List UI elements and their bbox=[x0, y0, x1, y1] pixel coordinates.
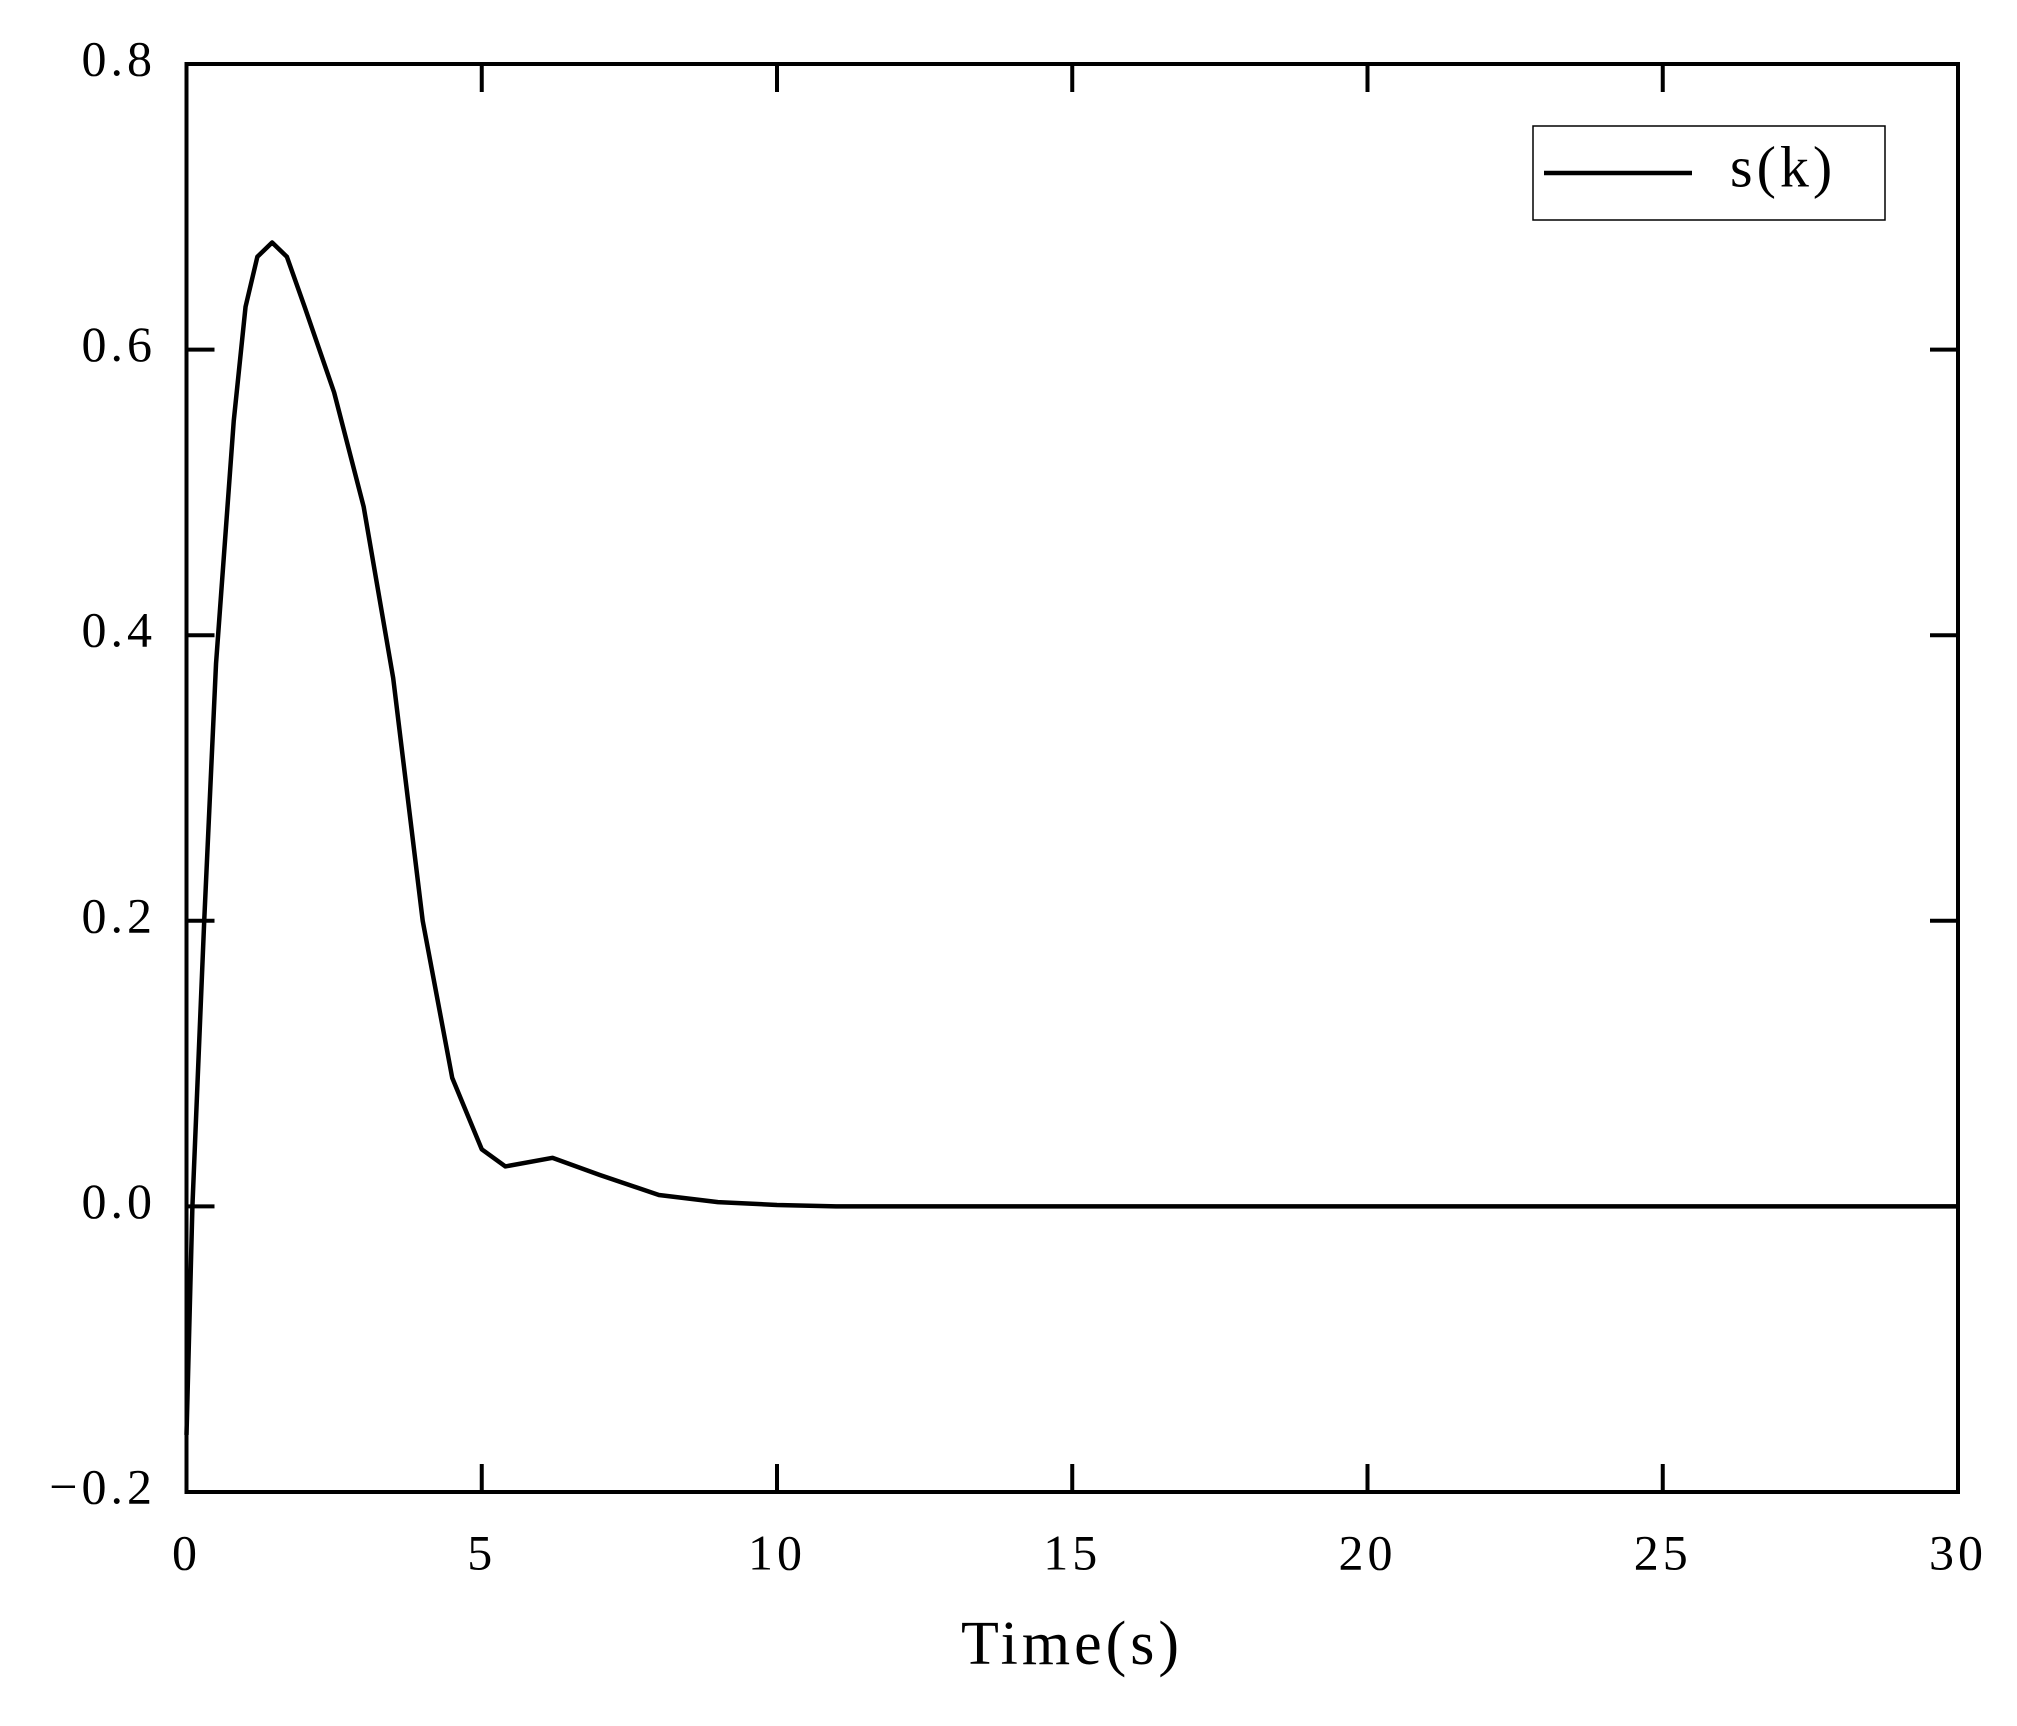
y-tick-label: 0.0 bbox=[82, 1173, 157, 1229]
x-axis-label: Time(s) bbox=[961, 1610, 1183, 1678]
x-tick-label: 20 bbox=[1339, 1524, 1397, 1580]
x-tick-label: 5 bbox=[467, 1524, 496, 1580]
y-tick-label: 0.6 bbox=[82, 316, 157, 372]
y-tick-label: 0.4 bbox=[82, 602, 157, 658]
legend-label: s(k) bbox=[1730, 134, 1836, 199]
x-tick-label: 0 bbox=[172, 1524, 201, 1580]
x-tick-label: 15 bbox=[1043, 1524, 1101, 1580]
x-tick-label: 30 bbox=[1929, 1524, 1987, 1580]
x-tick-label: 25 bbox=[1634, 1524, 1692, 1580]
plot-frame bbox=[184, 62, 1960, 1494]
y-tick-label: −0.2 bbox=[49, 1458, 156, 1514]
y-tick-label: 0.8 bbox=[82, 30, 157, 86]
data-line bbox=[184, 240, 1958, 1435]
y-tick-label: 0.2 bbox=[82, 887, 157, 943]
x-tick-label: 10 bbox=[748, 1524, 806, 1580]
